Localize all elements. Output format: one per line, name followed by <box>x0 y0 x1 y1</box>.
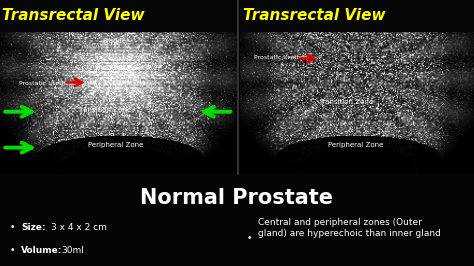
Text: •: • <box>246 234 252 243</box>
Text: 30ml: 30ml <box>62 246 84 255</box>
Text: Peripheral Zone: Peripheral Zone <box>89 142 144 148</box>
Text: Transition Zone: Transition Zone <box>319 99 373 105</box>
Text: •: • <box>9 246 15 255</box>
Text: Transition Zone: Transition Zone <box>77 107 131 113</box>
Text: •: • <box>9 223 15 232</box>
Text: Central and peripheral zones (Outer
gland) are hyperechoic than inner gland: Central and peripheral zones (Outer glan… <box>258 218 441 239</box>
Text: Size:: Size: <box>21 223 46 232</box>
Text: Prostatic Urethra: Prostatic Urethra <box>254 55 307 60</box>
Text: 3 x 4 x 2 cm: 3 x 4 x 2 cm <box>51 223 107 232</box>
Text: Bladder: Bladder <box>103 38 129 44</box>
Text: Prostatic Urethra: Prostatic Urethra <box>19 81 72 86</box>
Text: Transrectal View: Transrectal View <box>2 8 145 23</box>
Text: Transrectal View: Transrectal View <box>243 8 386 23</box>
Text: Peripheral Zone: Peripheral Zone <box>328 142 383 148</box>
Text: Normal Prostate: Normal Prostate <box>140 188 334 208</box>
Text: Volume:: Volume: <box>21 246 63 255</box>
